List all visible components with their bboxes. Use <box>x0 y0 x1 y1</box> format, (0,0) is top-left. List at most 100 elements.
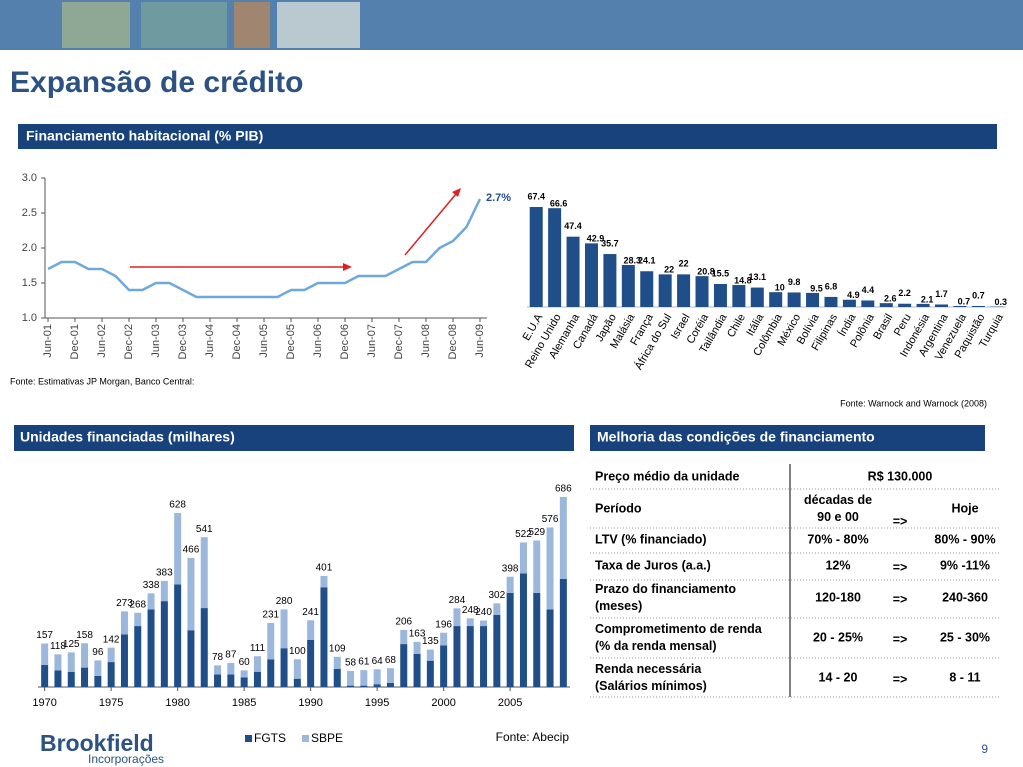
table-cell: décadas de <box>804 493 872 507</box>
panel-title: Financiamento habitacional (% PIB) <box>26 128 263 144</box>
bar-segment <box>426 649 434 661</box>
total-label: 268 <box>129 599 146 610</box>
bar <box>916 303 930 307</box>
total-label: 240 <box>475 607 492 618</box>
bar-segment <box>307 639 315 687</box>
bar-segment <box>413 653 421 687</box>
x-tick-label: Jun-03 <box>150 324 162 358</box>
bar-segment <box>160 601 168 687</box>
logo-subtitle: Incorporações <box>88 752 164 766</box>
total-label: 68 <box>385 655 397 666</box>
bar-segment <box>559 578 567 687</box>
bar <box>677 274 691 307</box>
bar-segment <box>466 626 474 687</box>
value-label: 35.7 <box>601 238 619 248</box>
bar <box>603 254 617 307</box>
bar <box>548 208 562 307</box>
table-cell: 8 - 11 <box>949 670 980 684</box>
value-label: 0.3 <box>995 297 1008 307</box>
bar-segment <box>253 656 261 672</box>
value-label: 24.1 <box>638 256 656 266</box>
table-cell: Comprometimento de renda <box>595 622 763 636</box>
value-label: 2.2 <box>898 288 911 298</box>
bar <box>953 305 967 307</box>
bar <box>898 303 912 307</box>
total-label: 58 <box>345 658 357 669</box>
total-label: 60 <box>239 657 251 668</box>
bar-segment <box>546 527 554 610</box>
bar-segment <box>187 557 195 631</box>
value-label: 20.8 <box>697 267 715 277</box>
bar-segment <box>54 670 62 687</box>
table-cell: 70% - 80% <box>807 532 868 546</box>
bar-segment <box>333 656 341 669</box>
total-label: 401 <box>316 563 333 574</box>
value-label: 4.4 <box>862 285 875 295</box>
bar <box>566 236 580 307</box>
total-label: 163 <box>409 628 426 639</box>
x-tick-label: Dec-05 <box>285 324 297 359</box>
value-label: 67.4 <box>527 191 545 201</box>
total-label: 522 <box>515 529 532 540</box>
total-label: 78 <box>212 652 224 663</box>
bar-segment <box>41 664 49 687</box>
y-tick-label: 2.0 <box>22 242 37 254</box>
bar-segment <box>400 644 408 687</box>
bar-segment <box>253 671 261 687</box>
total-label: 231 <box>262 610 279 621</box>
table-cell: 14 - 20 <box>819 670 858 684</box>
bar-segment <box>54 654 62 671</box>
value-label: 28.3 <box>624 255 642 265</box>
bar-segment <box>293 659 301 679</box>
value-label: 0.7 <box>972 290 985 300</box>
bar-segment <box>94 675 102 687</box>
bar <box>935 304 949 307</box>
table-cell: 12% <box>825 558 850 572</box>
value-label: 9.8 <box>788 277 801 287</box>
bar-segment <box>293 678 301 687</box>
total-label: 135 <box>422 636 439 647</box>
bar-segment <box>440 645 448 687</box>
bar <box>713 284 727 307</box>
x-tick-label: Dec-06 <box>339 324 351 359</box>
bar-segment <box>373 684 381 687</box>
legend-swatch <box>302 735 309 742</box>
page-number: 9 <box>981 742 988 756</box>
total-label: 248 <box>462 605 479 616</box>
y-tick-label: 1.0 <box>22 312 37 324</box>
x-tick-label: Dec-02 <box>123 324 135 359</box>
bar-segment <box>533 592 541 687</box>
bar <box>971 305 985 307</box>
arrow-head <box>343 263 352 271</box>
bar-segment <box>440 632 448 646</box>
bar <box>787 292 801 307</box>
bar-segment <box>453 608 461 627</box>
total-label: 398 <box>502 563 519 574</box>
legend-label: FGTS <box>254 731 286 745</box>
header-photos <box>62 2 360 48</box>
bar-segment <box>200 608 208 687</box>
total-label: 206 <box>395 617 412 628</box>
table-cell: Hoje <box>951 501 978 515</box>
bar <box>658 274 672 307</box>
bar <box>861 300 875 307</box>
bar <box>584 243 598 307</box>
legend-label: SBPE <box>311 731 343 745</box>
bar-segment <box>320 575 328 588</box>
panel-header <box>590 425 985 451</box>
x-tick-label: 2005 <box>498 697 522 709</box>
total-label: 96 <box>92 647 104 658</box>
x-tick-label: Jun-01 <box>42 324 54 358</box>
total-label: 273 <box>116 598 133 609</box>
x-tick-label: Dec-03 <box>177 324 189 359</box>
table-cell: 9% -11% <box>940 558 990 572</box>
x-tick-label: 1975 <box>99 697 123 709</box>
bar-segment <box>400 629 408 645</box>
value-label: 2.6 <box>884 294 897 304</box>
x-tick-label: Dec-08 <box>447 324 459 359</box>
arrow-head <box>452 188 461 197</box>
table-cell: R$ 130.000 <box>868 469 933 483</box>
bar-segment <box>480 626 488 687</box>
table-cell: LTV (% financiado) <box>595 532 707 546</box>
table-cell: Prazo do financiamento <box>595 582 736 596</box>
